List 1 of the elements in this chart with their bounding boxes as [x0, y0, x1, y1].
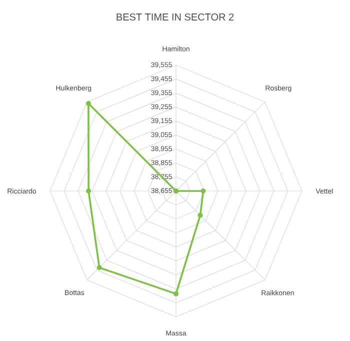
chart-title: BEST TIME IN SECTOR 2 — [116, 13, 234, 21]
